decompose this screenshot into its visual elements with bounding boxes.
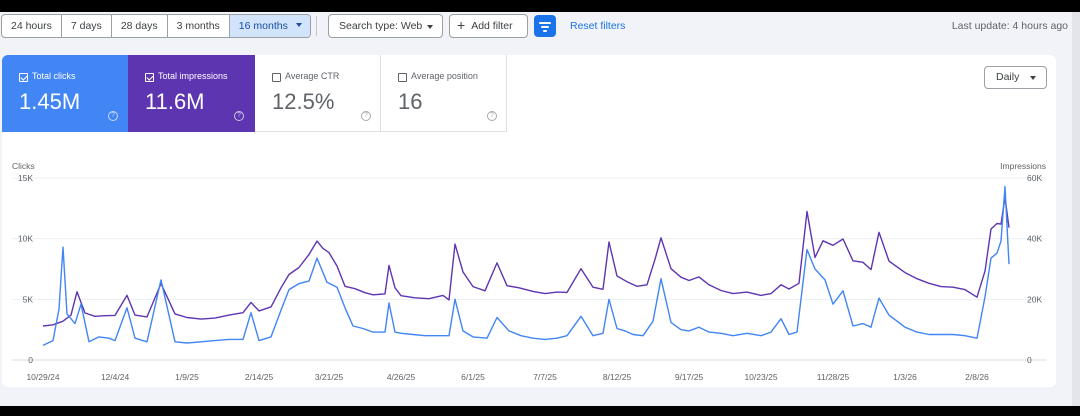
series-line-clicks	[42, 185, 1010, 347]
x-axis-tick-label: 6/1/25	[461, 372, 485, 382]
right-axis-tick-label: 20K	[1027, 294, 1042, 304]
metric-average-ctr[interactable]: Average CTR 12.5% ?	[255, 55, 381, 132]
metric-total-impressions[interactable]: Total impressions 11.6M ?	[128, 55, 255, 132]
metric-label: Total impressions	[158, 71, 228, 81]
x-axis-tick-label: 11/28/25	[817, 372, 850, 382]
scroll-strip[interactable]	[1072, 12, 1080, 406]
x-axis-tick-label: 2/14/25	[245, 372, 274, 382]
right-axis-tick-label: 0	[1027, 355, 1032, 365]
reset-filters-link[interactable]: Reset filters	[570, 20, 626, 32]
left-axis-title: Clicks	[12, 161, 35, 171]
range-16-months-button[interactable]: 16 months	[229, 15, 310, 37]
filter-settings-button[interactable]	[534, 15, 556, 37]
left-axis-tick-label: 5K	[23, 294, 34, 304]
left-axis-tick-label: 10K	[18, 234, 33, 244]
chart-x-ticks: 10/29/24 12/4/24 1/9/25 2/14/25 3/21/25 4/26/…	[26, 372, 989, 382]
metric-total-clicks[interactable]: Total clicks 1.45M ?	[2, 55, 128, 132]
checkbox-unchecked-icon[interactable]	[398, 73, 407, 82]
metric-label: Average position	[411, 71, 478, 81]
metric-value: 16	[398, 89, 423, 114]
range-28-days-button[interactable]: 28 days	[112, 15, 168, 37]
date-filter-toolbar: 24 hours 7 days 28 days 3 months 16 mont…	[0, 14, 1080, 40]
right-axis-tick-label: 40K	[1027, 234, 1042, 244]
add-filter-label: Add filter	[471, 20, 513, 32]
add-filter-button[interactable]: + Add filter	[449, 14, 528, 38]
x-axis-tick-label: 1/3/26	[893, 372, 917, 382]
x-axis-tick-label: 8/12/25	[603, 372, 632, 382]
x-axis-tick-label: 12/4/24	[101, 372, 130, 382]
chart-grid	[12, 177, 1046, 361]
x-axis-tick-label: 2/8/26	[965, 372, 989, 382]
search-type-dropdown[interactable]: Search type: Web	[328, 14, 443, 38]
x-axis-tick-label: 10/29/24	[26, 372, 59, 382]
metric-label: Total clicks	[32, 71, 76, 81]
filter-lines-icon	[539, 22, 551, 24]
granularity-dropdown[interactable]: Daily	[984, 66, 1047, 89]
date-range-selector: 24 hours 7 days 28 days 3 months 16 mont…	[1, 14, 311, 38]
checkbox-checked-icon[interactable]	[145, 73, 154, 82]
right-axis-tick-label: 60K	[1027, 173, 1042, 183]
metric-label: Average CTR	[285, 71, 340, 81]
granularity-label: Daily	[996, 71, 1020, 83]
help-icon[interactable]: ?	[487, 111, 497, 121]
x-axis-tick-label: 1/9/25	[175, 372, 199, 382]
filter-line-bottom	[543, 30, 547, 32]
x-axis-tick-label: 10/23/25	[744, 372, 777, 382]
metric-value: 12.5%	[272, 89, 335, 114]
range-24-hours-button[interactable]: 24 hours	[2, 15, 62, 37]
x-axis-tick-label: 9/17/25	[675, 372, 704, 382]
left-axis-tick-label: 15K	[18, 173, 33, 183]
filter-line-mid	[541, 26, 549, 28]
chart-series	[42, 185, 1010, 347]
help-icon[interactable]: ?	[108, 111, 118, 121]
chart-y-ticks: 0 0 5K 20K 10K 40K 15K 60K	[18, 173, 1043, 365]
chevron-down-icon	[427, 25, 433, 29]
search-type-label: Search type: Web	[339, 20, 423, 32]
checkbox-checked-icon[interactable]	[19, 73, 28, 82]
x-axis-tick-label: 7/7/25	[533, 372, 557, 382]
x-axis-tick-label: 4/26/25	[387, 372, 416, 382]
last-update-text: Last update: 4 hours ago	[951, 20, 1068, 32]
x-axis-tick-label: 3/21/25	[315, 372, 344, 382]
help-icon[interactable]: ?	[234, 111, 244, 121]
metric-value: 11.6M	[145, 89, 205, 114]
metric-value: 1.45M	[19, 89, 81, 114]
help-icon[interactable]: ?	[361, 111, 371, 121]
left-axis-tick-label: 0	[28, 355, 33, 365]
range-7-days-button[interactable]: 7 days	[62, 15, 112, 37]
checkbox-unchecked-icon[interactable]	[272, 73, 281, 82]
toolbar-divider	[316, 16, 317, 36]
series-line-impressions	[42, 196, 1010, 327]
chevron-down-icon	[1030, 76, 1036, 80]
chevron-down-icon	[295, 23, 302, 27]
performance-card: Total clicks 1.45M ? Total impressions 1…	[2, 55, 1056, 387]
bottom-bar	[0, 406, 1080, 416]
range-3-months-button[interactable]: 3 months	[168, 15, 230, 37]
metric-average-position[interactable]: Average position 16 ?	[381, 55, 507, 132]
right-axis-title: Impressions	[1000, 161, 1046, 171]
range-16-months-label: 16 months	[238, 20, 288, 32]
plus-icon: +	[457, 17, 466, 33]
